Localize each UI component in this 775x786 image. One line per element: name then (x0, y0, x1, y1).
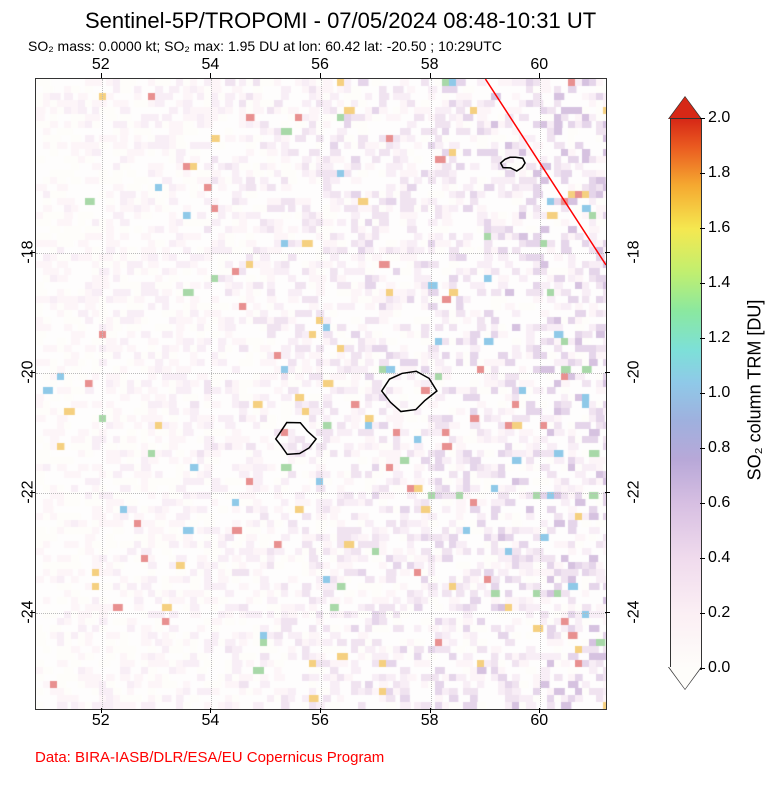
map-plot-area (35, 78, 607, 710)
axis-tick-label: 60 (530, 712, 548, 730)
axis-tick-label: 54 (201, 56, 219, 74)
colorbar-axis-label: SO₂ column TRM [DU] (745, 300, 766, 481)
axis-tick-label: 56 (311, 712, 329, 730)
colorbar-under-triangle (669, 667, 701, 689)
colorbar-tick-label: 0.4 (708, 549, 730, 567)
axis-tick-label: -18 (626, 240, 644, 263)
colorbar-tick-label: 0.0 (708, 659, 730, 677)
colorbar-tick-label: 1.8 (708, 164, 730, 182)
colorbar-tick-label: 0.6 (708, 494, 730, 512)
data-credit: Data: BIRA-IASB/DLR/ESA/EU Copernicus Pr… (35, 749, 384, 766)
colorbar-tick-label: 1.4 (708, 274, 730, 292)
axis-tick-label: 56 (311, 56, 329, 74)
colorbar-over-triangle (669, 97, 701, 119)
axis-tick-label: 52 (92, 712, 110, 730)
map-overlay (36, 79, 606, 709)
chart-subtitle: SO₂ mass: 0.0000 kt; SO₂ max: 1.95 DU at… (28, 38, 502, 54)
axis-tick-label: -24 (626, 600, 644, 623)
colorbar-tick-label: 1.0 (708, 384, 730, 402)
colorbar-tick-label: 2.0 (708, 109, 730, 127)
colorbar-tick-label: 0.2 (708, 604, 730, 622)
colorbar: 0.00.20.40.60.81.01.21.41.61.82.0 (670, 98, 700, 688)
colorbar-tick-label: 1.6 (708, 219, 730, 237)
axis-tick-label: 58 (421, 712, 439, 730)
chart-title: Sentinel-5P/TROPOMI - 07/05/2024 08:48-1… (85, 8, 596, 34)
colorbar-gradient (670, 118, 702, 670)
axis-tick-label: 60 (530, 56, 548, 74)
colorbar-tick-label: 1.2 (708, 329, 730, 347)
axis-tick-label: 54 (201, 712, 219, 730)
axis-tick-label: -22 (626, 480, 644, 503)
axis-tick-label: -20 (626, 360, 644, 383)
axis-tick-label: 58 (421, 56, 439, 74)
axis-tick-label: 52 (92, 56, 110, 74)
colorbar-tick-label: 0.8 (708, 439, 730, 457)
